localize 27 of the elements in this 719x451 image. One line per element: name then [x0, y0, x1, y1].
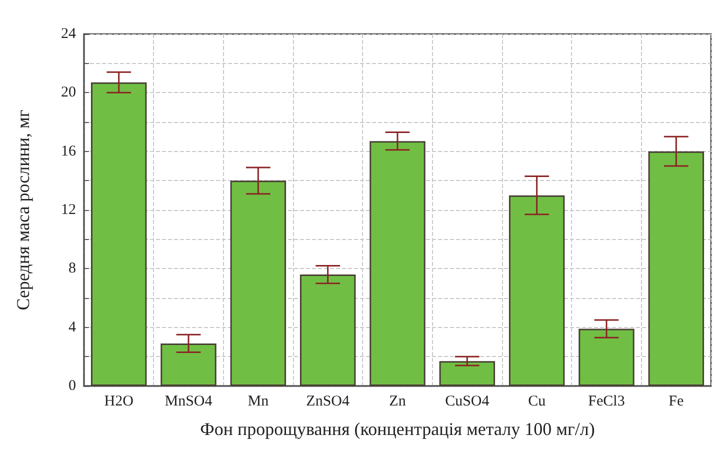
x-tick-label: ZnSO4: [306, 394, 350, 410]
x-tick-label: MnSO4: [164, 394, 213, 410]
y-tick-label: 12: [61, 202, 76, 218]
y-tick-label: 24: [61, 26, 76, 42]
x-tick-label: FeCl3: [588, 394, 625, 410]
x-tick-label: Fe: [668, 394, 684, 410]
x-tick-label: Zn: [389, 394, 406, 410]
bar: [508, 195, 565, 386]
bar: [578, 328, 634, 386]
bar: [160, 343, 216, 386]
bar: [439, 361, 496, 386]
y-axis-title: Середня маса рослини, мг: [13, 110, 33, 310]
y-tick-label: 8: [68, 260, 76, 277]
x-tick-label: CuSO4: [445, 394, 490, 410]
bar: [230, 180, 286, 386]
bar: [648, 151, 704, 386]
y-tick-label: 4: [68, 319, 76, 336]
x-tick-label: Mn: [248, 394, 270, 410]
x-tick-label: H2O: [104, 394, 134, 410]
y-tick-label: 20: [61, 84, 76, 101]
x-axis-title: Фон пророщування (концентрація металу 100 мг/л): [200, 419, 595, 439]
bar: [370, 141, 426, 386]
x-tick-label: Cu: [528, 394, 546, 410]
y-tick-label: 16: [61, 143, 76, 160]
bar: [90, 82, 147, 386]
bar: [300, 274, 356, 386]
y-tick-label: 0: [68, 378, 76, 394]
